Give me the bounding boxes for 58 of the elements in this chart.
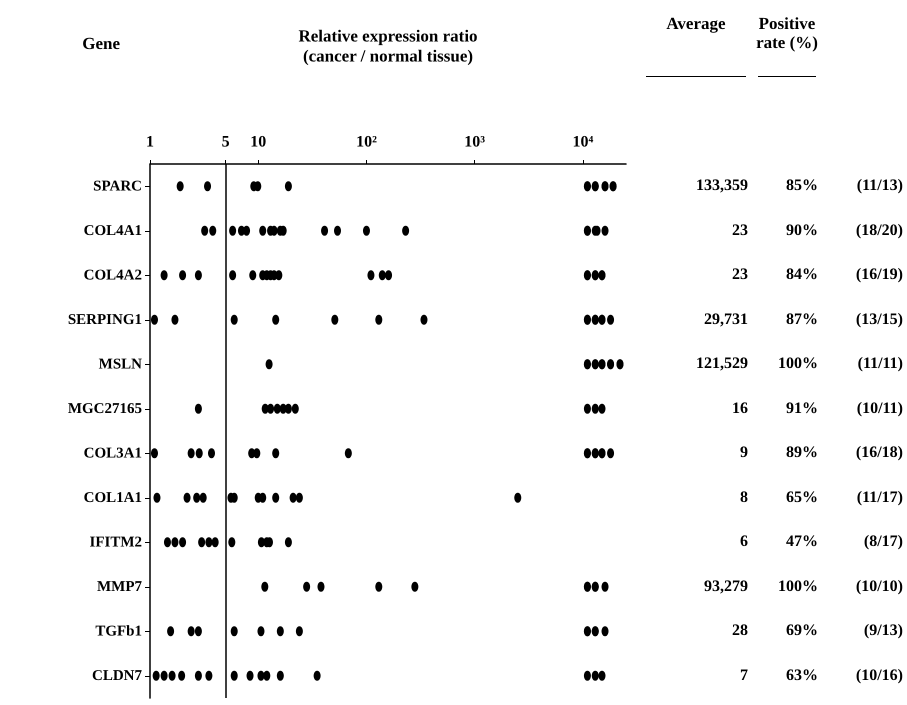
text: 23 — [732, 265, 748, 286]
x-tick-label: 1 — [146, 134, 154, 150]
y-tick-label: MMP7 — [97, 578, 142, 595]
text: Positive rate (%) — [755, 14, 819, 52]
text: (16/18) — [856, 443, 903, 464]
text: 7 — [740, 666, 748, 686]
text: 100% — [778, 576, 818, 597]
text: (9/13) — [864, 621, 903, 642]
text: 9 — [740, 443, 748, 464]
text: 85% — [786, 176, 818, 196]
y-tick-label: COL4A2 — [84, 267, 142, 284]
y-tick-label: MSLN — [98, 356, 142, 372]
text: (13/15) — [856, 310, 903, 330]
text: (18/20) — [856, 220, 903, 241]
text: (11/13) — [856, 176, 903, 196]
text: 8 — [740, 488, 748, 508]
text: (11/11) — [858, 354, 903, 374]
text: 65% — [786, 488, 818, 508]
text: 69% — [786, 621, 818, 642]
text: 16 — [732, 398, 748, 419]
text: 133,359 — [696, 176, 748, 196]
text: 89% — [786, 443, 818, 464]
text: 100% — [778, 354, 818, 374]
text: 91% — [786, 398, 818, 419]
text: 28 — [732, 621, 748, 642]
x-tick-label: 10² — [356, 134, 378, 150]
text: 121,529 — [696, 354, 748, 374]
text: 29,731 — [704, 310, 748, 330]
y-tick-label: COL1A1 — [84, 490, 142, 506]
y-axis-title: Gene — [82, 34, 120, 53]
y-tick-label: MGC27165 — [68, 400, 142, 417]
x-tick-label: 5 — [222, 134, 230, 150]
y-tick-label: SPARC — [93, 178, 142, 194]
text: (10/10) — [856, 576, 903, 597]
text: 90% — [786, 220, 818, 241]
text: 47% — [786, 532, 818, 552]
text: 23 — [732, 220, 748, 241]
x-tick-label: 10 — [250, 134, 266, 150]
text: 84% — [786, 265, 818, 286]
y-tick-label: SERPING1 — [68, 312, 142, 328]
text: (8/17) — [864, 532, 903, 552]
x-axis-title: Relative expression ratio (cancer / normal tissue) — [298, 26, 478, 66]
x-tick-label: 10⁴ — [572, 134, 594, 150]
y-tick-label: TGFb1 — [95, 623, 142, 640]
text: Average — [665, 14, 727, 33]
text: (11/17) — [856, 488, 903, 508]
y-tick-label: IFITM2 — [90, 534, 142, 550]
text: 87% — [786, 310, 818, 330]
text: 6 — [740, 532, 748, 552]
text: (10/11) — [856, 398, 903, 419]
y-tick-label: COL4A1 — [84, 222, 142, 239]
text: 63% — [786, 666, 818, 686]
y-tick-label: COL3A1 — [84, 445, 142, 462]
text: (10/16) — [856, 666, 903, 686]
text: 93,279 — [704, 576, 748, 597]
text: (16/19) — [856, 265, 903, 286]
x-tick-label: 10³ — [464, 134, 486, 150]
y-tick-label: CLDN7 — [92, 668, 142, 684]
